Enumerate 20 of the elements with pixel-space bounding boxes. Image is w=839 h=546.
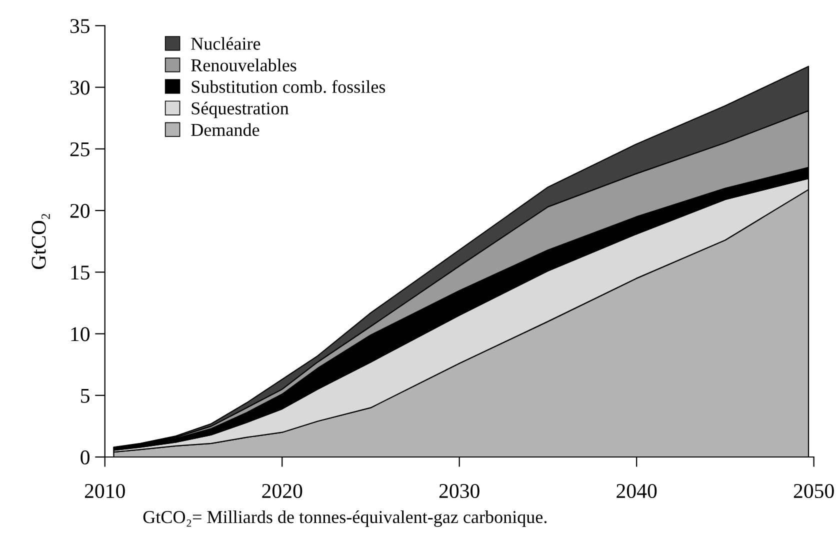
x-tick-label: 2030 — [439, 484, 480, 498]
y-tick-label: 35 — [70, 19, 90, 34]
y-axis-title: GtCO₂ — [32, 214, 50, 269]
x-tick-label: 2050 — [794, 484, 834, 498]
y-tick-label: 0 — [80, 450, 90, 464]
y-tick-label: 15 — [71, 266, 90, 280]
x-tick-label: 2020 — [262, 484, 302, 498]
y-tick-label: 10 — [71, 327, 90, 342]
y-tick-label: 25 — [70, 142, 90, 156]
legend-label: Substitution comb. fossiles — [192, 80, 386, 94]
legend-label: Séquestration — [192, 102, 289, 118]
legend-label: Renouvelables — [191, 58, 296, 72]
y-tick-label: 20 — [70, 204, 90, 218]
y-tick-label: 30 — [70, 80, 90, 95]
text: GtCO₂= Milliards de tonnes-équivalent-gaz carbonique. — [143, 510, 546, 527]
legend-label: Nucléaire — [191, 37, 260, 50]
legend-label: Demande — [191, 123, 260, 136]
y-tick-label: 5 — [81, 388, 90, 403]
x-tick-label: 2010 — [84, 484, 125, 498]
x-tick-label: 2040 — [616, 484, 657, 498]
